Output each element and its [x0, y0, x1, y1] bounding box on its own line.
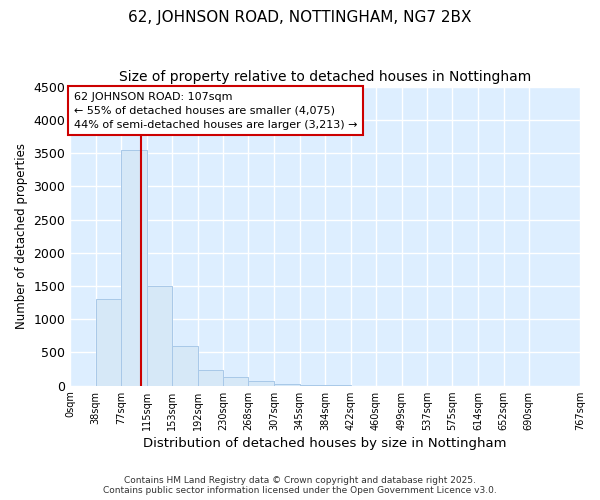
Bar: [248, 381, 274, 386]
Bar: [198, 370, 223, 386]
X-axis label: Distribution of detached houses by size in Nottingham: Distribution of detached houses by size …: [143, 437, 507, 450]
Text: Contains HM Land Registry data © Crown copyright and database right 2025.
Contai: Contains HM Land Registry data © Crown c…: [103, 476, 497, 495]
Y-axis label: Number of detached properties: Number of detached properties: [15, 143, 28, 329]
Bar: [172, 346, 198, 386]
Bar: [223, 377, 248, 386]
Bar: [274, 384, 299, 386]
Bar: [299, 385, 325, 386]
Title: Size of property relative to detached houses in Nottingham: Size of property relative to detached ho…: [119, 70, 531, 84]
Bar: [121, 150, 147, 386]
Bar: [147, 286, 172, 386]
Bar: [95, 300, 121, 386]
Text: 62 JOHNSON ROAD: 107sqm
← 55% of detached houses are smaller (4,075)
44% of semi: 62 JOHNSON ROAD: 107sqm ← 55% of detache…: [74, 92, 357, 130]
Text: 62, JOHNSON ROAD, NOTTINGHAM, NG7 2BX: 62, JOHNSON ROAD, NOTTINGHAM, NG7 2BX: [128, 10, 472, 25]
